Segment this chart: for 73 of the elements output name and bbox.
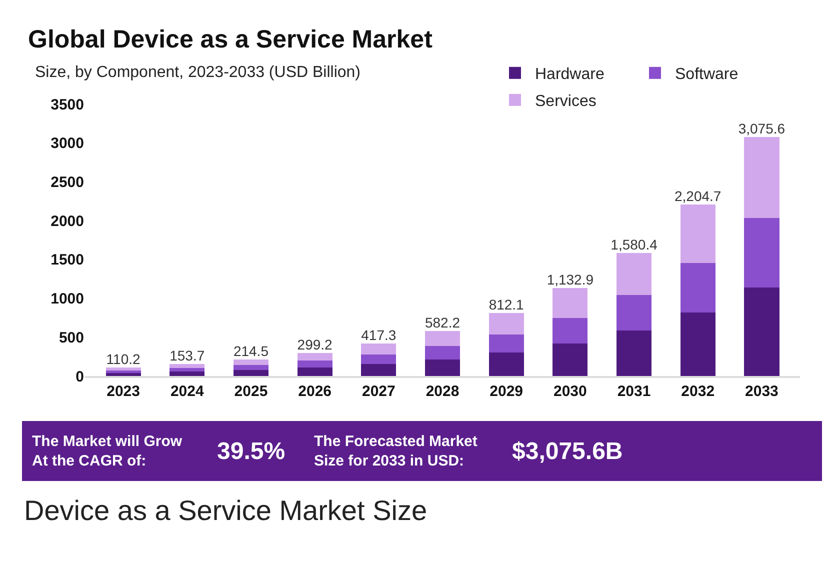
bar xyxy=(616,294,652,331)
total-label: 1,580.4 xyxy=(610,236,658,253)
bar xyxy=(488,334,524,353)
total-label: 417.3 xyxy=(361,327,396,344)
bar xyxy=(170,364,205,368)
bar xyxy=(424,330,460,346)
x-tick-label: 2023 xyxy=(106,383,140,400)
y-tick-label: 1500 xyxy=(50,252,84,269)
bar xyxy=(488,352,524,376)
y-tick-label: 500 xyxy=(58,329,84,346)
total-label: 3,075.6 xyxy=(738,120,786,136)
y-tick-label: 3000 xyxy=(50,135,84,152)
bar xyxy=(744,136,780,218)
bar xyxy=(361,344,396,355)
x-tick-label: 2030 xyxy=(553,383,587,400)
bar xyxy=(297,367,332,376)
bar xyxy=(744,218,780,288)
x-tick-label: 2032 xyxy=(681,383,715,400)
total-label: 582.2 xyxy=(424,314,460,330)
bar xyxy=(680,312,716,376)
total-label: 153.7 xyxy=(170,348,205,364)
y-tick-label: 1000 xyxy=(50,290,84,308)
x-tick-label: 2028 xyxy=(426,383,460,400)
y-tick-label: 0 xyxy=(76,368,84,386)
bar xyxy=(170,372,205,376)
legend-label: Services xyxy=(535,93,596,110)
text: The Forecasted Market Size for 2033 in USD: xyxy=(314,433,478,470)
bar xyxy=(106,372,141,376)
bar xyxy=(744,288,780,376)
bar xyxy=(297,360,332,368)
x-tick-label: 2024 xyxy=(170,383,204,400)
total-label: 299.2 xyxy=(297,336,333,352)
text: 39.5% xyxy=(217,438,286,465)
bar xyxy=(361,364,396,376)
total-label: 812.1 xyxy=(488,296,524,312)
total-label: 2,204.7 xyxy=(674,188,722,204)
text: Device as a Service Market Size xyxy=(24,495,428,526)
chart-subtitle: Size, by Component, 2023-2033 (USD Billion) xyxy=(35,64,360,81)
x-tick-label: 2033 xyxy=(745,383,778,400)
y-tick-label: 2000 xyxy=(50,212,84,230)
bar xyxy=(424,359,460,376)
bar xyxy=(170,368,205,372)
bar xyxy=(616,330,652,376)
bar xyxy=(297,352,332,361)
total-label: 110.2 xyxy=(106,350,141,367)
x-tick-label: 2026 xyxy=(298,383,332,400)
total-label: 214.5 xyxy=(233,342,269,359)
bar xyxy=(106,370,141,373)
legend-label: Software xyxy=(675,66,738,84)
x-tick-label: 2029 xyxy=(490,383,524,400)
bar xyxy=(552,343,588,376)
bar xyxy=(552,318,588,344)
bar xyxy=(233,365,269,370)
legend-label: Hardware xyxy=(535,66,604,84)
bar xyxy=(424,346,460,360)
text: $3,075.6B xyxy=(512,438,623,465)
bar xyxy=(233,359,269,366)
bar xyxy=(552,288,588,318)
bar xyxy=(680,204,716,263)
y-tick-label: 2500 xyxy=(50,174,84,191)
bar xyxy=(233,370,269,376)
bar xyxy=(106,367,141,370)
total-label: 1,132.9 xyxy=(546,271,594,288)
y-tick-label: 3500 xyxy=(50,96,84,114)
bar xyxy=(616,253,652,295)
chart-title: Global Device as a Service Market xyxy=(28,26,434,54)
bar xyxy=(680,262,716,313)
x-tick-label: 2031 xyxy=(617,383,651,400)
bar xyxy=(361,354,396,364)
x-tick-label: 2025 xyxy=(234,383,268,400)
text: The Market will Grow At the CAGR of: xyxy=(32,433,182,470)
x-tick-label: 2027 xyxy=(362,383,396,400)
bar xyxy=(488,312,524,334)
